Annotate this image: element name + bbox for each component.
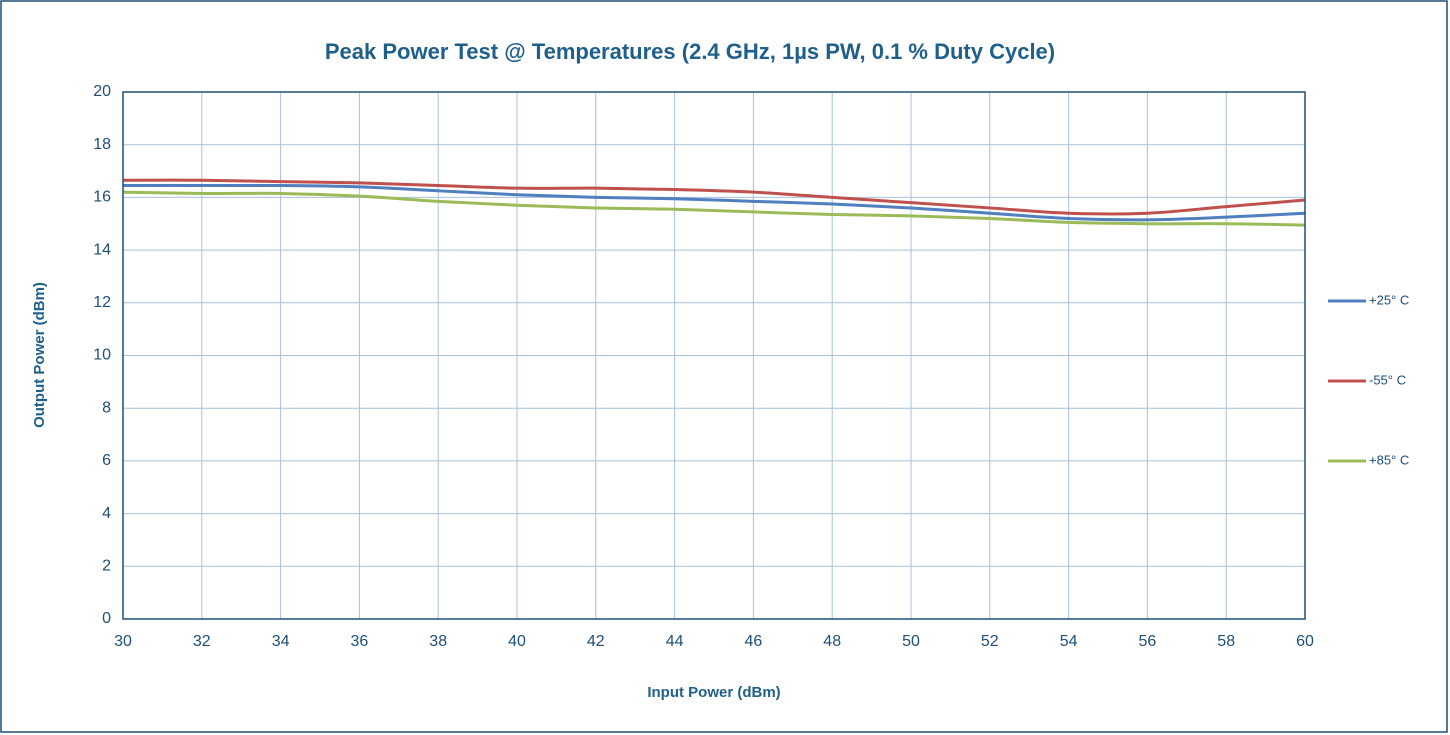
y-tick-label: 18 xyxy=(93,136,111,153)
x-tick-label: 38 xyxy=(429,633,447,650)
legend-label: -55° C xyxy=(1369,372,1406,387)
x-tick-label: 56 xyxy=(1139,633,1157,650)
series-line xyxy=(122,190,1306,227)
y-tick-label: 20 xyxy=(93,83,111,100)
x-tick-label: 42 xyxy=(587,633,605,650)
x-tick-label: 34 xyxy=(272,633,290,650)
series-line xyxy=(123,183,1306,222)
y-axis-title: Output Power (dBm) xyxy=(31,282,48,428)
plot-border xyxy=(122,91,1306,620)
chart-title: Peak Power Test @ Temperatures (2.4 GHz,… xyxy=(325,39,1055,64)
x-tick-label: 44 xyxy=(666,633,684,650)
x-tick-label: 48 xyxy=(823,633,841,650)
y-tick-label: 2 xyxy=(102,558,111,575)
x-tick-label: 60 xyxy=(1296,633,1314,650)
x-tick-label: 46 xyxy=(745,633,763,650)
series-line xyxy=(122,178,1306,216)
y-tick-label: 10 xyxy=(93,347,111,364)
y-tick-label: 12 xyxy=(93,294,111,311)
y-tick-label: 6 xyxy=(102,452,111,469)
y-tick-label: 4 xyxy=(102,505,111,522)
x-tick-label: 54 xyxy=(1060,633,1078,650)
x-tick-label: 30 xyxy=(114,633,132,650)
legend: +25° C -55° C +85° C xyxy=(1328,292,1409,467)
y-tick-label: 16 xyxy=(93,189,111,206)
x-axis-title: Input Power (dBm) xyxy=(647,684,780,701)
x-tick-label: 32 xyxy=(193,633,211,650)
y-tick-label: 14 xyxy=(93,241,111,258)
legend-label: +85° C xyxy=(1369,452,1409,467)
x-tick-label: 50 xyxy=(902,633,920,650)
legend-label: +25° C xyxy=(1369,292,1409,307)
x-tick-label: 52 xyxy=(981,633,999,650)
x-tick-label: 40 xyxy=(508,633,526,650)
x-tick-label: 36 xyxy=(351,633,369,650)
y-tick-label: 8 xyxy=(102,399,111,416)
x-tick-label: 58 xyxy=(1217,633,1235,650)
lines xyxy=(122,178,1306,227)
y-tick-label: 0 xyxy=(102,610,111,627)
